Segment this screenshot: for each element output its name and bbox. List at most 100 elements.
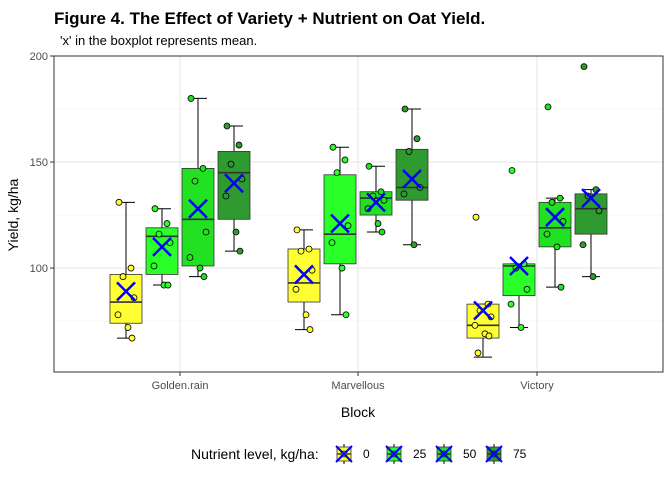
- data-point: [293, 226, 301, 234]
- chart-subtitle: 'x' in the boxplot represents mean.: [60, 33, 257, 48]
- data-point: [523, 285, 531, 293]
- data-point: [556, 194, 564, 202]
- data-point: [333, 169, 341, 177]
- data-point: [222, 192, 230, 200]
- data-point: [378, 228, 386, 236]
- box-iqr: [181, 168, 215, 267]
- legend-label: 25: [413, 447, 427, 461]
- data-point: [329, 143, 337, 151]
- mean-marker: [545, 207, 565, 228]
- x-tick-label: Victory: [520, 380, 554, 392]
- data-point: [543, 230, 551, 238]
- data-point: [413, 135, 421, 143]
- data-point: [191, 177, 199, 185]
- data-point: [405, 148, 413, 155]
- data-point: [595, 207, 603, 215]
- data-point: [338, 264, 346, 272]
- data-point: [114, 311, 122, 319]
- legend-key-mean: [485, 445, 503, 463]
- data-point: [306, 326, 314, 333]
- data-point: [579, 241, 587, 249]
- mean-marker: [188, 198, 208, 219]
- legend-label: 0: [363, 447, 370, 461]
- data-point: [305, 245, 313, 253]
- data-point: [302, 311, 310, 319]
- y-tick-label: 150: [30, 157, 48, 169]
- data-point: [124, 324, 132, 331]
- mean-marker: [402, 169, 422, 189]
- data-point: [292, 285, 300, 293]
- data-point: [199, 165, 207, 172]
- data-point: [380, 196, 388, 204]
- data-point: [187, 95, 195, 102]
- data-point: [400, 190, 408, 198]
- box-iqr: [217, 151, 251, 220]
- data-point: [557, 283, 565, 291]
- box-iqr: [323, 174, 357, 265]
- mean-marker: [366, 192, 386, 213]
- mean-marker: [473, 300, 493, 321]
- mean-marker: [152, 236, 172, 257]
- y-axis-title: Yield, kg/ha: [5, 178, 21, 251]
- chart-title: Figure 4. The Effect of Variety + Nutrie…: [54, 9, 485, 28]
- data-point: [341, 156, 349, 164]
- legend-label: 50: [463, 447, 477, 461]
- mean-marker: [581, 188, 601, 208]
- data-point: [227, 160, 235, 168]
- data-point: [548, 198, 556, 206]
- data-point: [342, 311, 350, 319]
- legend-key-mean: [435, 445, 453, 463]
- legend-label: 75: [513, 447, 527, 461]
- data-point: [297, 247, 305, 255]
- x-tick-label: Golden.rain: [152, 380, 209, 392]
- mean-marker: [330, 213, 350, 234]
- mean-marker: [224, 173, 244, 194]
- data-point: [401, 105, 409, 113]
- box-iqr: [395, 148, 429, 201]
- data-point: [155, 230, 163, 238]
- data-point: [471, 321, 479, 329]
- data-point: [508, 167, 516, 174]
- legend: Nutrient level, kg/ha: 0 25 50 75: [191, 444, 527, 464]
- data-point: [507, 300, 515, 308]
- data-point: [163, 220, 171, 227]
- box-iqr: [574, 193, 608, 235]
- legend-key-mean: [335, 445, 353, 463]
- data-point: [235, 141, 243, 149]
- data-point: [236, 247, 244, 255]
- data-point: [553, 243, 561, 251]
- data-point: [128, 334, 136, 342]
- legend-title: Nutrient level, kg/ha:: [191, 446, 319, 462]
- data-point: [344, 222, 352, 230]
- data-point: [196, 264, 204, 272]
- legend-key-mean: [385, 445, 403, 463]
- data-point: [328, 239, 336, 247]
- data-point: [410, 241, 418, 249]
- x-axis-title: Block: [341, 404, 376, 420]
- data-point: [485, 332, 493, 340]
- data-point: [115, 198, 123, 206]
- data-point: [517, 324, 525, 331]
- data-point: [374, 220, 382, 227]
- data-point: [151, 205, 159, 213]
- data-point: [365, 162, 373, 170]
- data-point: [580, 63, 588, 71]
- data-point: [150, 262, 158, 270]
- mean-marker: [294, 264, 314, 285]
- data-point: [232, 228, 240, 236]
- box-iqr: [538, 201, 572, 248]
- box-iqr: [287, 248, 321, 303]
- y-tick-label: 100: [30, 263, 48, 275]
- x-tick-label: Marvellous: [331, 380, 385, 392]
- data-point: [164, 281, 172, 289]
- data-point: [200, 273, 208, 280]
- data-point: [589, 273, 597, 280]
- data-point: [127, 264, 135, 272]
- mean-marker: [509, 256, 529, 276]
- data-point: [119, 273, 127, 280]
- plot-area: 100 150 200 Golden.rain Marvellous Victory: [30, 51, 664, 392]
- data-point: [474, 349, 482, 357]
- y-tick-label: 200: [30, 51, 48, 63]
- data-point: [202, 228, 210, 236]
